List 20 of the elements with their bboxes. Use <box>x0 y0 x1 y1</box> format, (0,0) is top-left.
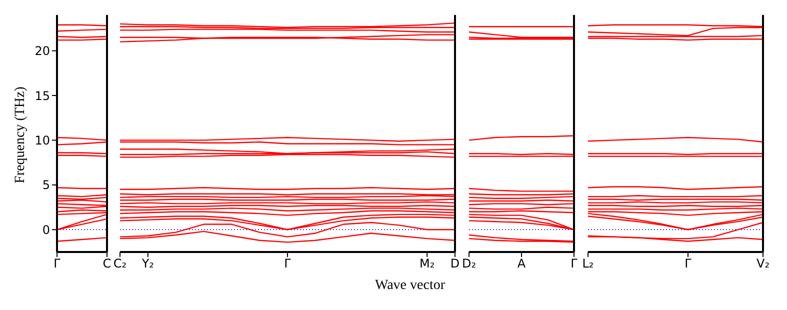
y-tick-label: 20 <box>34 44 50 58</box>
y-axis-title: Frequency (THz) <box>13 86 28 184</box>
x-tick-label: Γ <box>284 256 292 271</box>
x-tick-label: L₂ <box>582 256 594 271</box>
x-tick-label: A <box>517 256 526 271</box>
y-tick-label: 0 <box>42 222 50 237</box>
x-tick-label: C₂ <box>113 256 127 271</box>
x-tick-label: Γ <box>570 256 578 271</box>
y-tick-label: 10 <box>34 133 50 148</box>
x-tick-label: V₂ <box>756 256 770 271</box>
x-axis-title: Wave vector <box>374 278 446 294</box>
x-tick-label: D₂ <box>462 256 476 271</box>
x-tick-label: D <box>450 256 460 271</box>
y-tick-label: 15 <box>34 88 50 103</box>
x-tick-label: Y₂ <box>140 256 154 271</box>
x-tick-label: Γ <box>684 256 692 271</box>
y-tick-label: 5 <box>42 178 50 192</box>
x-tick-label: M₂ <box>419 256 435 271</box>
x-tick-label: C <box>102 256 112 271</box>
x-tick-label: Γ <box>54 256 61 271</box>
